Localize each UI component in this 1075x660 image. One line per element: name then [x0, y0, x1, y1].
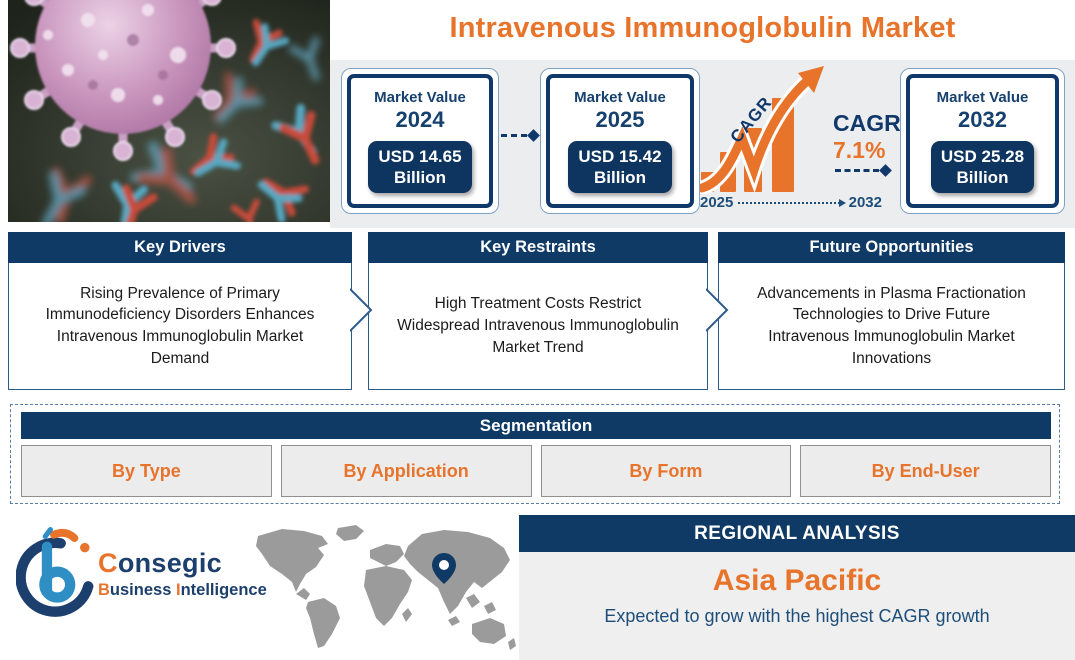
market-value-card-inner: Market Value 2025 USD 15.42 Billion: [546, 74, 694, 208]
amount-line2: Billion: [956, 168, 1009, 187]
amount-line2: Billion: [594, 168, 646, 187]
segmentation-buttons: By Type By Application By Form By End-Us…: [21, 445, 1051, 497]
segmentation-section: Segmentation By Type By Application By F…: [10, 404, 1060, 504]
diamond-arrow-icon: [527, 129, 540, 142]
amount-line2: Billion: [394, 168, 446, 187]
connector-cagr-2032: [835, 164, 892, 177]
virus-illustration-icon: [8, 0, 330, 222]
regional-analysis-body: Asia Pacific Expected to grow with the h…: [519, 552, 1075, 660]
consegic-logo: Consegic Business Intelligence: [15, 524, 267, 644]
region-subtitle: Expected to grow with the highest CAGR g…: [604, 606, 990, 626]
cagr-value: 7.1%: [833, 137, 886, 163]
logo-sub-part2: ntelligence: [180, 581, 267, 599]
logo-sub-part1: usiness: [109, 581, 176, 599]
market-value-amount: USD 14.65 Billion: [368, 140, 472, 194]
logo-sub-accent2: I: [175, 581, 181, 599]
region-name: Asia Pacific: [712, 564, 882, 597]
segment-by-type-button[interactable]: By Type: [21, 445, 272, 497]
market-value-card-2024: Market Value 2024 USD 14.65 Billion: [341, 68, 499, 214]
market-value-card-inner: Market Value 2032 USD 25.28 Billion: [906, 74, 1059, 208]
market-value-year: 2024: [395, 106, 445, 132]
location-pin-icon: [432, 553, 456, 584]
market-value-amount: USD 15.42 Billion: [568, 140, 672, 194]
key-drivers-header: Key Drivers: [8, 232, 352, 263]
future-opportunities-panel: Future Opportunities Advancements in Pla…: [718, 232, 1065, 390]
cagr-start-year: 2025: [700, 194, 734, 211]
market-value-label: Market Value: [574, 88, 666, 106]
dashed-line: [835, 169, 879, 172]
logo-name-rest: onsegic: [117, 548, 222, 578]
connector-2024-2025: [501, 129, 540, 142]
future-opportunities-header: Future Opportunities: [718, 232, 1065, 263]
dashed-line: [501, 134, 527, 137]
key-drivers-text: Rising Prevalence of Primary Immunodefic…: [8, 263, 352, 390]
consegic-logo-icon: [15, 526, 94, 617]
logo-subtitle: Business Intelligence: [98, 581, 267, 600]
diamond-arrow-icon: [879, 164, 892, 177]
market-value-amount: USD 25.28 Billion: [930, 140, 1035, 194]
market-value-label: Market Value: [936, 88, 1029, 106]
segmentation-title: Segmentation: [21, 412, 1051, 439]
chevron-right-icon: [706, 288, 729, 332]
segment-by-end-user-button[interactable]: By End-User: [800, 445, 1051, 497]
page-title: Intravenous Immunoglobulin Market: [449, 12, 956, 44]
cagr-years-range: 2025 2032: [700, 194, 882, 211]
key-drivers-panel: Key Drivers Rising Prevalence of Primary…: [8, 232, 352, 390]
market-value-year: 2025: [595, 106, 645, 132]
future-opportunities-text: Advancements in Plasma Fractionation Tec…: [718, 263, 1065, 390]
market-value-label: Market Value: [374, 88, 466, 106]
logo-name-accent: C: [98, 548, 118, 578]
key-restraints-header: Key Restraints: [368, 232, 708, 263]
consegic-logo-text: Consegic Business Intelligence: [98, 548, 267, 600]
amount-line1: USD 25.28: [940, 146, 1025, 166]
logo-name: Consegic: [98, 548, 248, 579]
amount-line1: USD 14.65: [378, 146, 462, 166]
cagr-end-year: 2032: [848, 194, 882, 211]
segment-by-application-button[interactable]: By Application: [280, 445, 532, 497]
market-value-card-inner: Market Value 2024 USD 14.65 Billion: [347, 74, 493, 208]
market-value-year: 2032: [958, 106, 1007, 132]
dotted-arrow-icon: [738, 198, 846, 207]
segment-by-form-button[interactable]: By Form: [540, 445, 792, 497]
key-restraints-text: High Treatment Costs Restrict Widespread…: [368, 263, 708, 390]
key-restraints-panel: Key Restraints High Treatment Costs Rest…: [368, 232, 708, 390]
regional-analysis-header: REGIONAL ANALYSIS: [519, 515, 1075, 552]
market-value-card-2025: Market Value 2025 USD 15.42 Billion: [540, 68, 700, 214]
cagr-label: CAGR: [833, 110, 901, 136]
world-map-icon: [256, 525, 516, 650]
virus-antibody-image: [8, 0, 330, 222]
market-value-card-2032: Market Value 2032 USD 25.28 Billion: [900, 68, 1065, 214]
amount-line1: USD 15.42: [578, 146, 662, 166]
chevron-right-icon: [350, 288, 373, 332]
logo-sub-accent1: B: [98, 581, 110, 599]
growth-chart-icon: CAGR: [700, 66, 824, 194]
